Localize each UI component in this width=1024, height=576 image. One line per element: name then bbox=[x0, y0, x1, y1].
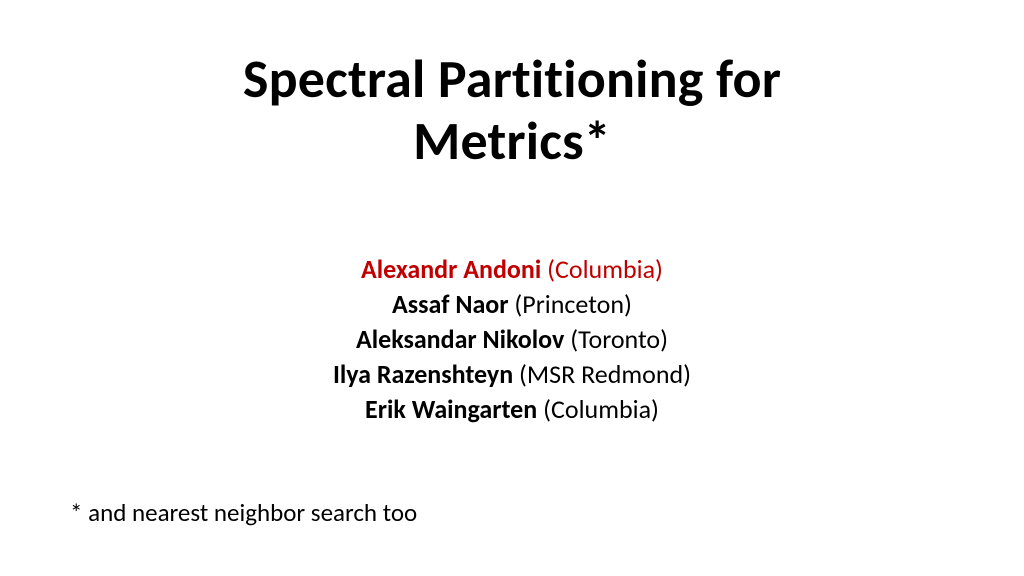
author-row: Assaf Naor (Princeton) bbox=[0, 287, 1024, 322]
author-list: Alexandr Andoni (Columbia) Assaf Naor (P… bbox=[0, 252, 1024, 427]
author-affiliation: (Columbia) bbox=[547, 253, 663, 285]
author-affiliation: (Toronto) bbox=[570, 323, 668, 355]
author-row: Erik Waingarten (Columbia) bbox=[0, 392, 1024, 427]
author-row: Ilya Razenshteyn (MSR Redmond) bbox=[0, 357, 1024, 392]
footnote: * and nearest neighbor search too bbox=[70, 497, 417, 528]
slide-title: Spectral Partitioning for Metrics* bbox=[0, 48, 1024, 172]
title-line-1: Spectral Partitioning for bbox=[243, 46, 781, 112]
author-affiliation: (Columbia) bbox=[543, 393, 659, 425]
author-name: Assaf Naor bbox=[392, 288, 508, 320]
author-affiliation: (MSR Redmond) bbox=[519, 358, 691, 390]
author-row: Aleksandar Nikolov (Toronto) bbox=[0, 322, 1024, 357]
title-line-2: Metrics* bbox=[413, 108, 611, 174]
slide: Spectral Partitioning for Metrics* Alexa… bbox=[0, 0, 1024, 576]
author-name: Alexandr Andoni bbox=[361, 253, 541, 285]
author-name: Aleksandar Nikolov bbox=[356, 323, 564, 355]
author-row: Alexandr Andoni (Columbia) bbox=[0, 252, 1024, 287]
author-affiliation: (Princeton) bbox=[514, 288, 632, 320]
author-name: Ilya Razenshteyn bbox=[333, 358, 513, 390]
author-name: Erik Waingarten bbox=[365, 393, 537, 425]
